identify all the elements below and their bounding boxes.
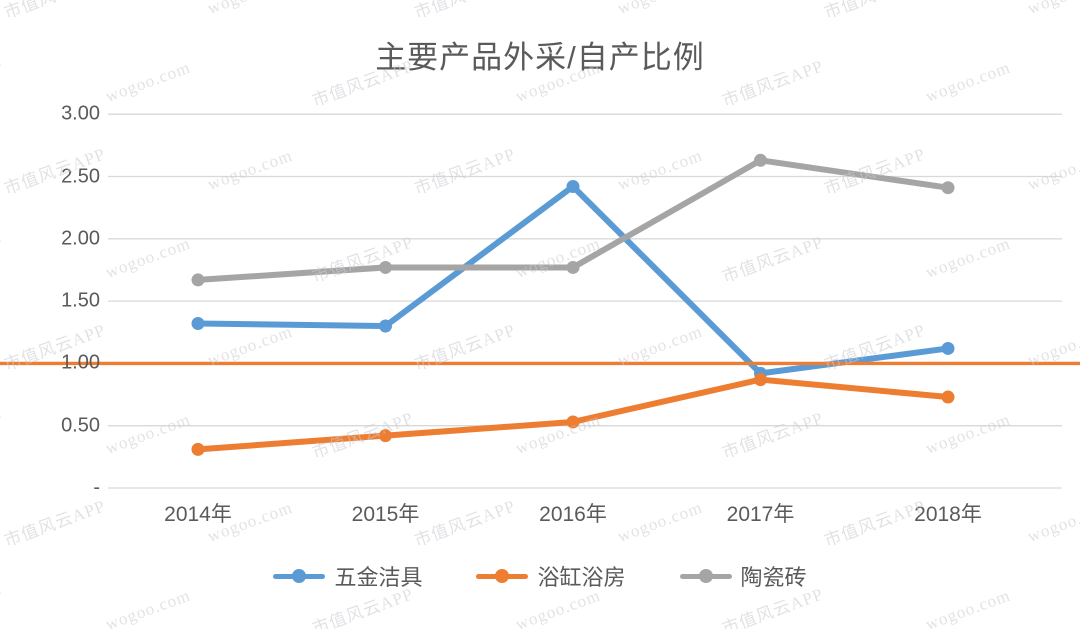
y-axis-tick-label: 0.50 <box>61 414 100 437</box>
data-point <box>379 260 392 274</box>
x-axis-tick-label: 2017年 <box>726 503 795 526</box>
legend-label: 浴缸浴房 <box>537 565 626 590</box>
x-axis-tick-label: 2016年 <box>539 503 607 526</box>
y-axis-tick-label: 3.00 <box>61 102 100 125</box>
y-axis-tick-label: 1.50 <box>61 289 100 312</box>
data-point <box>941 390 955 404</box>
legend-label: 五金洁具 <box>334 565 423 590</box>
gridlines <box>108 113 1062 489</box>
data-point <box>754 153 767 167</box>
x-axis-tick-label: 2015年 <box>351 503 420 526</box>
chart-title: 主要产品外采/自产比例 <box>375 40 705 75</box>
data-point <box>191 442 205 456</box>
legend-label: 陶瓷砖 <box>740 565 807 590</box>
chart-legend: 五金洁具 浴缸浴房 陶瓷砖 <box>0 556 1080 596</box>
series-line-五金洁具 <box>195 183 951 377</box>
legend-swatch-icon <box>476 569 529 583</box>
data-point <box>941 341 955 355</box>
legend-swatch-icon <box>679 569 732 583</box>
y-axis-tick-label: 1.00 <box>61 351 100 374</box>
y-axis-tick-label: 2.50 <box>61 165 100 187</box>
data-point <box>379 319 392 333</box>
y-axis-tick-label: - <box>93 476 100 499</box>
y-axis-tick-label: 2.00 <box>61 227 100 250</box>
data-point <box>941 181 955 195</box>
series-layer <box>0 153 1080 456</box>
x-axis-tick-label: 2018年 <box>914 503 982 526</box>
data-point <box>191 317 205 331</box>
data-point <box>566 179 580 193</box>
data-point <box>754 373 767 387</box>
x-axis-labels: 2014年 2015年 2016年 2017年 2018年 <box>0 498 1080 532</box>
legend-item[interactable]: 陶瓷砖 <box>679 560 807 592</box>
data-point <box>379 429 392 443</box>
data-point <box>191 273 205 287</box>
legend-item[interactable]: 五金洁具 <box>273 560 422 592</box>
data-point <box>566 260 580 274</box>
legend-item[interactable]: 浴缸浴房 <box>476 560 626 592</box>
y-axis-labels: - 0.50 1.00 1.50 2.00 2.50 3.00 <box>18 0 100 629</box>
data-point <box>566 415 580 429</box>
legend-swatch-icon <box>273 569 326 583</box>
series-line-浴缸浴房 <box>195 376 951 453</box>
x-axis-tick-label: 2014年 <box>164 503 232 526</box>
